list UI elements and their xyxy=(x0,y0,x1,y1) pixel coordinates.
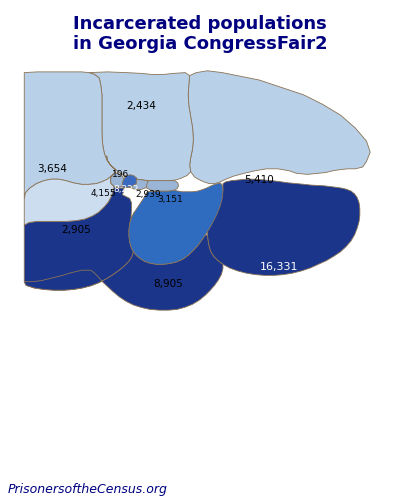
Title: Incarcerated populations
in Georgia CongressFair2: Incarcerated populations in Georgia Cong… xyxy=(73,14,327,54)
Polygon shape xyxy=(129,183,223,264)
Polygon shape xyxy=(188,71,370,184)
Text: 8,905: 8,905 xyxy=(154,278,184,288)
Polygon shape xyxy=(110,172,124,188)
Text: 2,434: 2,434 xyxy=(126,101,156,111)
Polygon shape xyxy=(24,234,223,310)
Text: PrisonersoftheCensus.org: PrisonersoftheCensus.org xyxy=(8,482,168,496)
Text: 3,151: 3,151 xyxy=(157,195,182,204)
Polygon shape xyxy=(89,72,193,180)
Text: 2,905: 2,905 xyxy=(61,225,91,235)
Polygon shape xyxy=(24,172,115,225)
Polygon shape xyxy=(24,186,134,290)
Text: 16,331: 16,331 xyxy=(260,262,299,272)
Text: 5,410: 5,410 xyxy=(244,175,274,185)
Text: 8,222: 8,222 xyxy=(113,184,139,194)
Text: 4,155: 4,155 xyxy=(90,190,116,198)
Polygon shape xyxy=(147,180,178,191)
Text: 3,654: 3,654 xyxy=(37,164,67,174)
Polygon shape xyxy=(208,179,360,276)
Polygon shape xyxy=(107,156,137,188)
Text: 196: 196 xyxy=(112,170,129,179)
Text: 11,956: 11,956 xyxy=(236,354,275,364)
Polygon shape xyxy=(129,179,149,190)
Text: 2,939: 2,939 xyxy=(135,190,161,199)
Text: 11,515: 11,515 xyxy=(50,328,88,338)
Polygon shape xyxy=(122,174,137,188)
Polygon shape xyxy=(24,72,115,199)
